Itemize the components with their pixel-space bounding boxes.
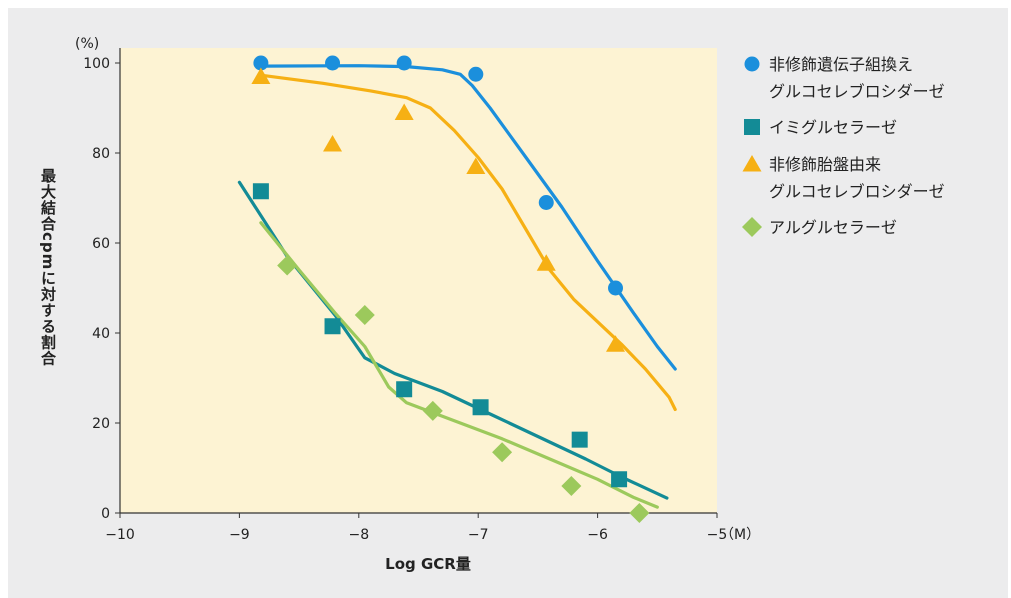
series-1-point [608,280,624,296]
series-2-point [472,399,489,416]
x-axis: −10 −9 −8 −7 −6 −5 [105,512,728,543]
series-2-point [611,471,628,488]
series-4-point [354,305,375,325]
series-1-point [253,55,269,71]
series-3-point [466,157,486,174]
legend-label: 非修飾遺伝子組換え [769,55,913,74]
series-3-point [251,67,271,84]
y-axis: 0 20 40 60 80 100 [83,48,121,522]
y-axis-title: 最大結合cpmに対する割合 [39,167,57,366]
legend-label: アルグルセラーゼ [769,218,897,237]
x-tick-label: −5 [707,527,728,543]
x-axis-title: Log GCR量 [385,555,471,573]
x-tick-label: −9 [229,527,250,543]
series-2-point [571,431,588,448]
series-3-point [606,335,626,352]
legend-label: 非修飾胎盤由来 [769,155,881,174]
series-1-point [468,66,484,82]
legend-square-icon [744,119,760,135]
legend-label: グルコセレブロシダーゼ [769,182,945,201]
y-tick-label: 80 [92,146,110,162]
chart-svg: −10 −9 −8 −7 −6 −5 0 20 40 60 80 100 (%) （M） Log G… [39,36,945,573]
series-2-point [324,318,341,335]
x-unit-label: （M） [720,527,760,543]
series-3-point [536,254,556,271]
x-tick-label: −6 [587,527,608,543]
series-3-point [394,103,414,120]
x-tick-label: −7 [468,527,489,543]
series-1-point [325,55,341,71]
y-unit-label: (%) [75,36,99,52]
data-markers [251,55,650,523]
x-tick-label: −8 [348,527,369,543]
legend: 非修飾遺伝子組換えグルコセレブロシダーゼイミグルセラーゼ非修飾胎盤由来グルコセレ… [742,55,945,237]
series-2-point [396,381,413,398]
legend-diamond-icon [742,217,762,237]
series-2-point [252,183,269,200]
y-tick-label: 60 [92,236,110,252]
series-3-curve [259,73,677,412]
legend-label: グルコセレブロシダーゼ [769,82,945,101]
series-1-point [538,195,554,210]
legend-triangle-icon [742,155,762,172]
plot-area [120,48,717,513]
y-tick-label: 20 [92,416,110,432]
series-4-point [629,503,650,523]
figure-background: −10 −9 −8 −7 −6 −5 0 20 40 60 80 100 (%) （M） Log G… [8,8,1008,598]
legend-label: イミグルセラーゼ [769,118,897,137]
series-4-point [492,442,513,463]
series-4-point [561,476,582,496]
legend-circle-icon [744,56,760,72]
series-4-point [422,400,443,421]
x-tick-label: −10 [105,527,135,543]
y-tick-label: 40 [92,326,110,342]
y-tick-label: 100 [83,56,110,72]
y-tick-label: 0 [101,506,110,522]
series-1-point [396,55,412,71]
series-3-point [323,135,343,152]
series-4-point [277,255,298,276]
